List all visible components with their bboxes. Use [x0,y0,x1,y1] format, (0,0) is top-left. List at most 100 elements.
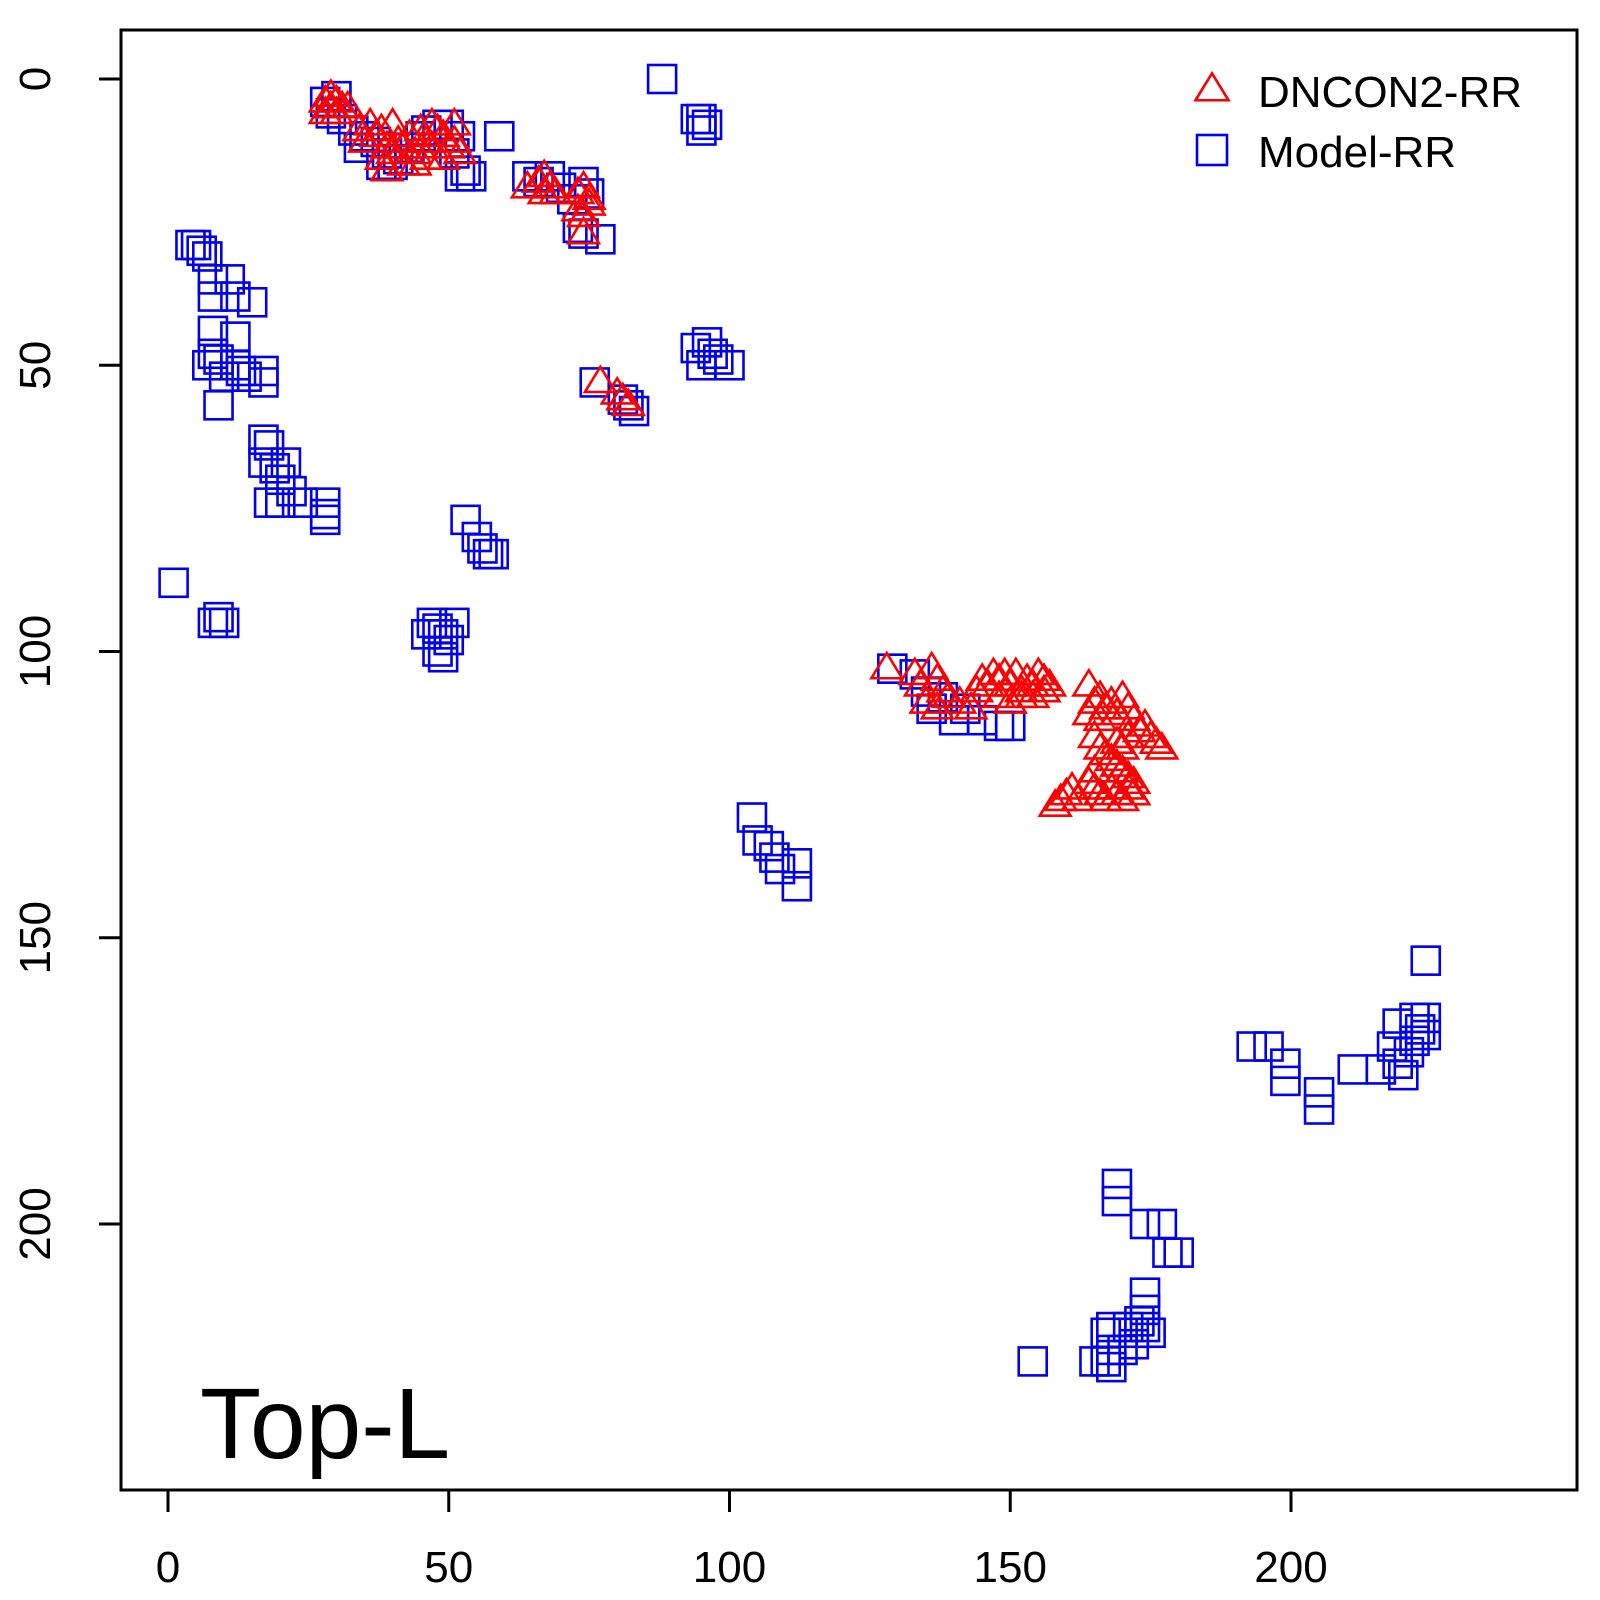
data-point [1382,1008,1413,1039]
data-point [1101,1168,1133,1200]
data-point [346,123,383,153]
data-point [1101,1185,1133,1217]
data-point [764,853,796,885]
data-point [450,504,481,536]
data-point [318,95,355,125]
data-point [442,135,478,165]
legend-label: DNCON2-RR [1258,68,1522,117]
data-point [1303,1077,1335,1108]
data-point [1090,1317,1122,1349]
y-tick-label: 200 [11,1187,60,1260]
data-point [992,684,1028,714]
panel-label: Top-L [200,1368,450,1480]
data-point [532,169,568,199]
data-point [585,224,616,255]
data-point [1144,730,1180,760]
data-point [1017,1346,1049,1377]
data-point [680,332,712,364]
data-point [369,152,405,182]
data-point [686,103,717,135]
data-point [436,106,473,136]
data-point [1112,1311,1144,1343]
data-point [225,355,257,387]
data-point [565,215,602,245]
data-point [512,161,543,192]
data-point [1270,1048,1301,1079]
data-point [697,338,728,370]
data-point [714,349,745,381]
data-point [1096,1311,1127,1343]
data-point [208,607,240,639]
data-point [197,264,229,295]
data-point [414,129,450,159]
data-point [691,109,723,141]
data-point [1110,770,1146,800]
data-point [192,241,223,272]
data-point [1129,1311,1161,1343]
data-point [526,175,562,205]
data-point [358,118,394,148]
data-point [1132,719,1169,749]
data-point [582,364,619,394]
data-point [1096,1351,1127,1383]
data-point [180,229,212,261]
data-point [439,607,470,639]
data-point [158,567,189,599]
data-point [248,447,279,478]
data-point [264,464,296,496]
data-point [422,636,453,667]
data-point [1031,667,1068,697]
data-point [1082,730,1118,760]
data-point [467,533,498,564]
data-point [1099,747,1135,777]
data-point [1138,724,1174,754]
data-point [869,650,905,680]
data-point [483,120,515,152]
data-point [1270,1065,1301,1097]
data-point [1071,765,1107,795]
data-point [197,281,229,312]
data-point [329,89,366,119]
data-point [1135,1317,1166,1349]
legend-label: Model-RR [1258,128,1456,177]
data-point [478,538,509,570]
x-tick-label: 100 [693,1543,766,1592]
data-point [1110,719,1146,749]
data-point [427,641,459,673]
data-point [231,361,262,393]
data-point [1129,1294,1161,1326]
data-point [276,475,307,507]
data-point [1096,1334,1127,1366]
data-point [253,430,285,461]
data-point [386,146,422,176]
data-point [1365,1054,1397,1085]
data-point [753,830,785,862]
x-tick-label: 50 [424,1543,473,1592]
data-point [427,619,459,650]
data-point [1099,696,1135,726]
y-tick-label: 150 [11,901,60,974]
data-point [610,387,647,417]
data-point [248,355,279,387]
data-point [203,344,234,375]
data-point [1026,673,1062,703]
data-point [1026,662,1062,692]
data-point [264,487,296,518]
data-point [781,870,813,902]
data-point [560,192,596,222]
data-point [203,390,234,421]
points-layer [158,63,1442,1383]
x-tick-label: 200 [1254,1543,1327,1592]
data-point [571,186,607,216]
data-point [599,375,635,405]
data-point [1404,1014,1436,1045]
data-point [1163,1237,1194,1268]
data-point [203,601,234,633]
data-point [1129,1208,1161,1240]
y-tick-label: 0 [11,67,60,91]
data-point [646,63,678,95]
data-point [759,842,790,873]
data-point [781,848,813,879]
data-point [1399,1025,1430,1057]
